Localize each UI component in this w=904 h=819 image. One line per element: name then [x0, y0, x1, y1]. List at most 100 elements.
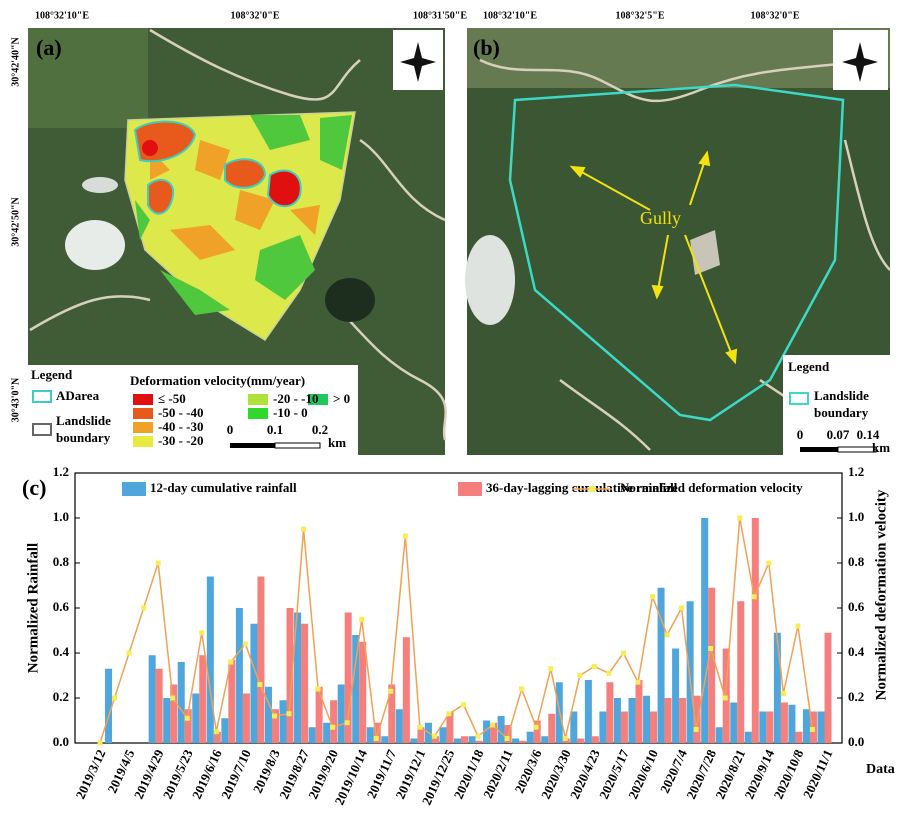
line-marker	[257, 682, 262, 687]
line-marker	[403, 534, 408, 539]
line-marker	[548, 666, 553, 671]
bar	[469, 736, 476, 743]
bar	[708, 588, 715, 743]
bar	[730, 703, 737, 744]
bar	[621, 712, 628, 744]
bar	[672, 649, 679, 744]
line-marker	[534, 725, 539, 730]
bar	[476, 741, 483, 743]
line-marker	[330, 725, 335, 730]
bar	[737, 601, 744, 743]
line-marker	[243, 642, 248, 647]
line-marker	[388, 689, 393, 694]
bar	[301, 624, 308, 743]
x-tick-label: 2019/3/12	[73, 747, 109, 801]
bar	[461, 736, 468, 743]
x-axis-title: Data	[866, 762, 895, 777]
x-tick-label: 2020/3/6	[511, 747, 544, 796]
line-marker	[650, 594, 655, 599]
y2-tick-label: 0.2	[848, 689, 864, 704]
scale-label: 0.2	[312, 422, 328, 437]
line-marker	[519, 687, 524, 692]
line-marker	[156, 561, 161, 566]
legend-label: ADarea	[56, 388, 100, 403]
bar	[403, 637, 410, 743]
bar	[759, 712, 766, 744]
line-marker	[316, 687, 321, 692]
bar	[606, 682, 613, 743]
bar	[381, 736, 388, 743]
bar	[803, 709, 810, 743]
bar	[788, 705, 795, 743]
panel-label: (c)	[22, 475, 46, 500]
bar	[548, 714, 555, 743]
chart: (c)0.00.20.40.60.81.01.20.00.20.40.60.81…	[22, 464, 895, 807]
y2-axis-title: Normalized deformation velocity	[873, 489, 889, 700]
y-tick-label: 0.2	[53, 689, 69, 704]
bar	[745, 732, 752, 743]
x-tick-label: 2019/4/5	[104, 747, 137, 796]
lon-label: 108°32'10"E	[35, 10, 89, 21]
legend-title: Deformation velocity(mm/year)	[130, 373, 305, 388]
legend-title: Legend	[788, 359, 830, 374]
y-axis-title: Normalized Rainfall	[25, 543, 41, 673]
line-marker	[417, 725, 422, 730]
bar	[105, 669, 112, 743]
bar	[635, 680, 642, 743]
lon-label: 108°32'0"E	[751, 10, 800, 21]
bar	[439, 727, 446, 743]
legend-label: Landslide	[814, 388, 869, 403]
figure: (a) 108°32'10"E 108°32'0"E 108°31'50"E 3…	[0, 0, 904, 819]
line-marker	[476, 734, 481, 739]
legend-label: boundary	[814, 405, 869, 420]
y-tick-label: 0.0	[53, 734, 69, 749]
legend-label: > 0	[333, 391, 350, 406]
y2-tick-label: 1.0	[848, 509, 864, 524]
lat-label: 30°42'40"N	[10, 36, 21, 86]
line-marker	[301, 527, 306, 532]
lon-label: 108°32'0"E	[231, 10, 280, 21]
line-marker	[737, 516, 742, 521]
line-marker	[606, 671, 611, 676]
line-marker	[694, 727, 699, 732]
legend-label: boundary	[56, 430, 111, 445]
lon-label: 108°32'10"E	[483, 10, 537, 21]
line-marker	[592, 664, 597, 669]
scale-unit: km	[872, 440, 890, 455]
y-tick-label: 0.4	[53, 644, 70, 659]
page: (a) 108°32'10"E 108°32'0"E 108°31'50"E 3…	[0, 0, 904, 819]
x-tick-label: 2019/8/3	[250, 747, 283, 796]
line-marker	[766, 561, 771, 566]
bar	[679, 698, 686, 743]
bar	[367, 727, 374, 743]
line-marker	[665, 633, 670, 638]
y-tick-label: 1.0	[53, 509, 69, 524]
bar	[687, 601, 694, 743]
y2-tick-label: 0.0	[848, 734, 864, 749]
line-marker	[432, 734, 437, 739]
bar	[323, 723, 330, 743]
legend-label: -10 - 0	[273, 405, 308, 420]
line-marker	[461, 702, 466, 707]
line-marker	[228, 660, 233, 665]
legend-label: Normalized deformation velocity	[620, 480, 803, 495]
line-marker	[287, 711, 292, 716]
y2-tick-label: 0.8	[848, 554, 865, 569]
bar	[541, 736, 548, 743]
bar	[265, 687, 272, 743]
legend-label: 12-day cumulative rainfall	[150, 480, 297, 495]
lat-label: 30°43'0"N	[10, 377, 21, 422]
y-tick-label: 0.6	[53, 599, 70, 614]
bar	[592, 736, 599, 743]
bar	[512, 739, 519, 744]
bar	[774, 633, 781, 743]
legend-swatch	[589, 486, 595, 492]
y2-tick-label: 1.2	[848, 464, 864, 479]
bar	[250, 624, 257, 743]
lon-label: 108°32'5"E	[616, 10, 665, 21]
scale-label: 0	[797, 427, 804, 442]
line-marker	[679, 606, 684, 611]
panel-label: (a)	[36, 35, 62, 60]
bar	[338, 685, 345, 744]
bar	[650, 712, 657, 744]
